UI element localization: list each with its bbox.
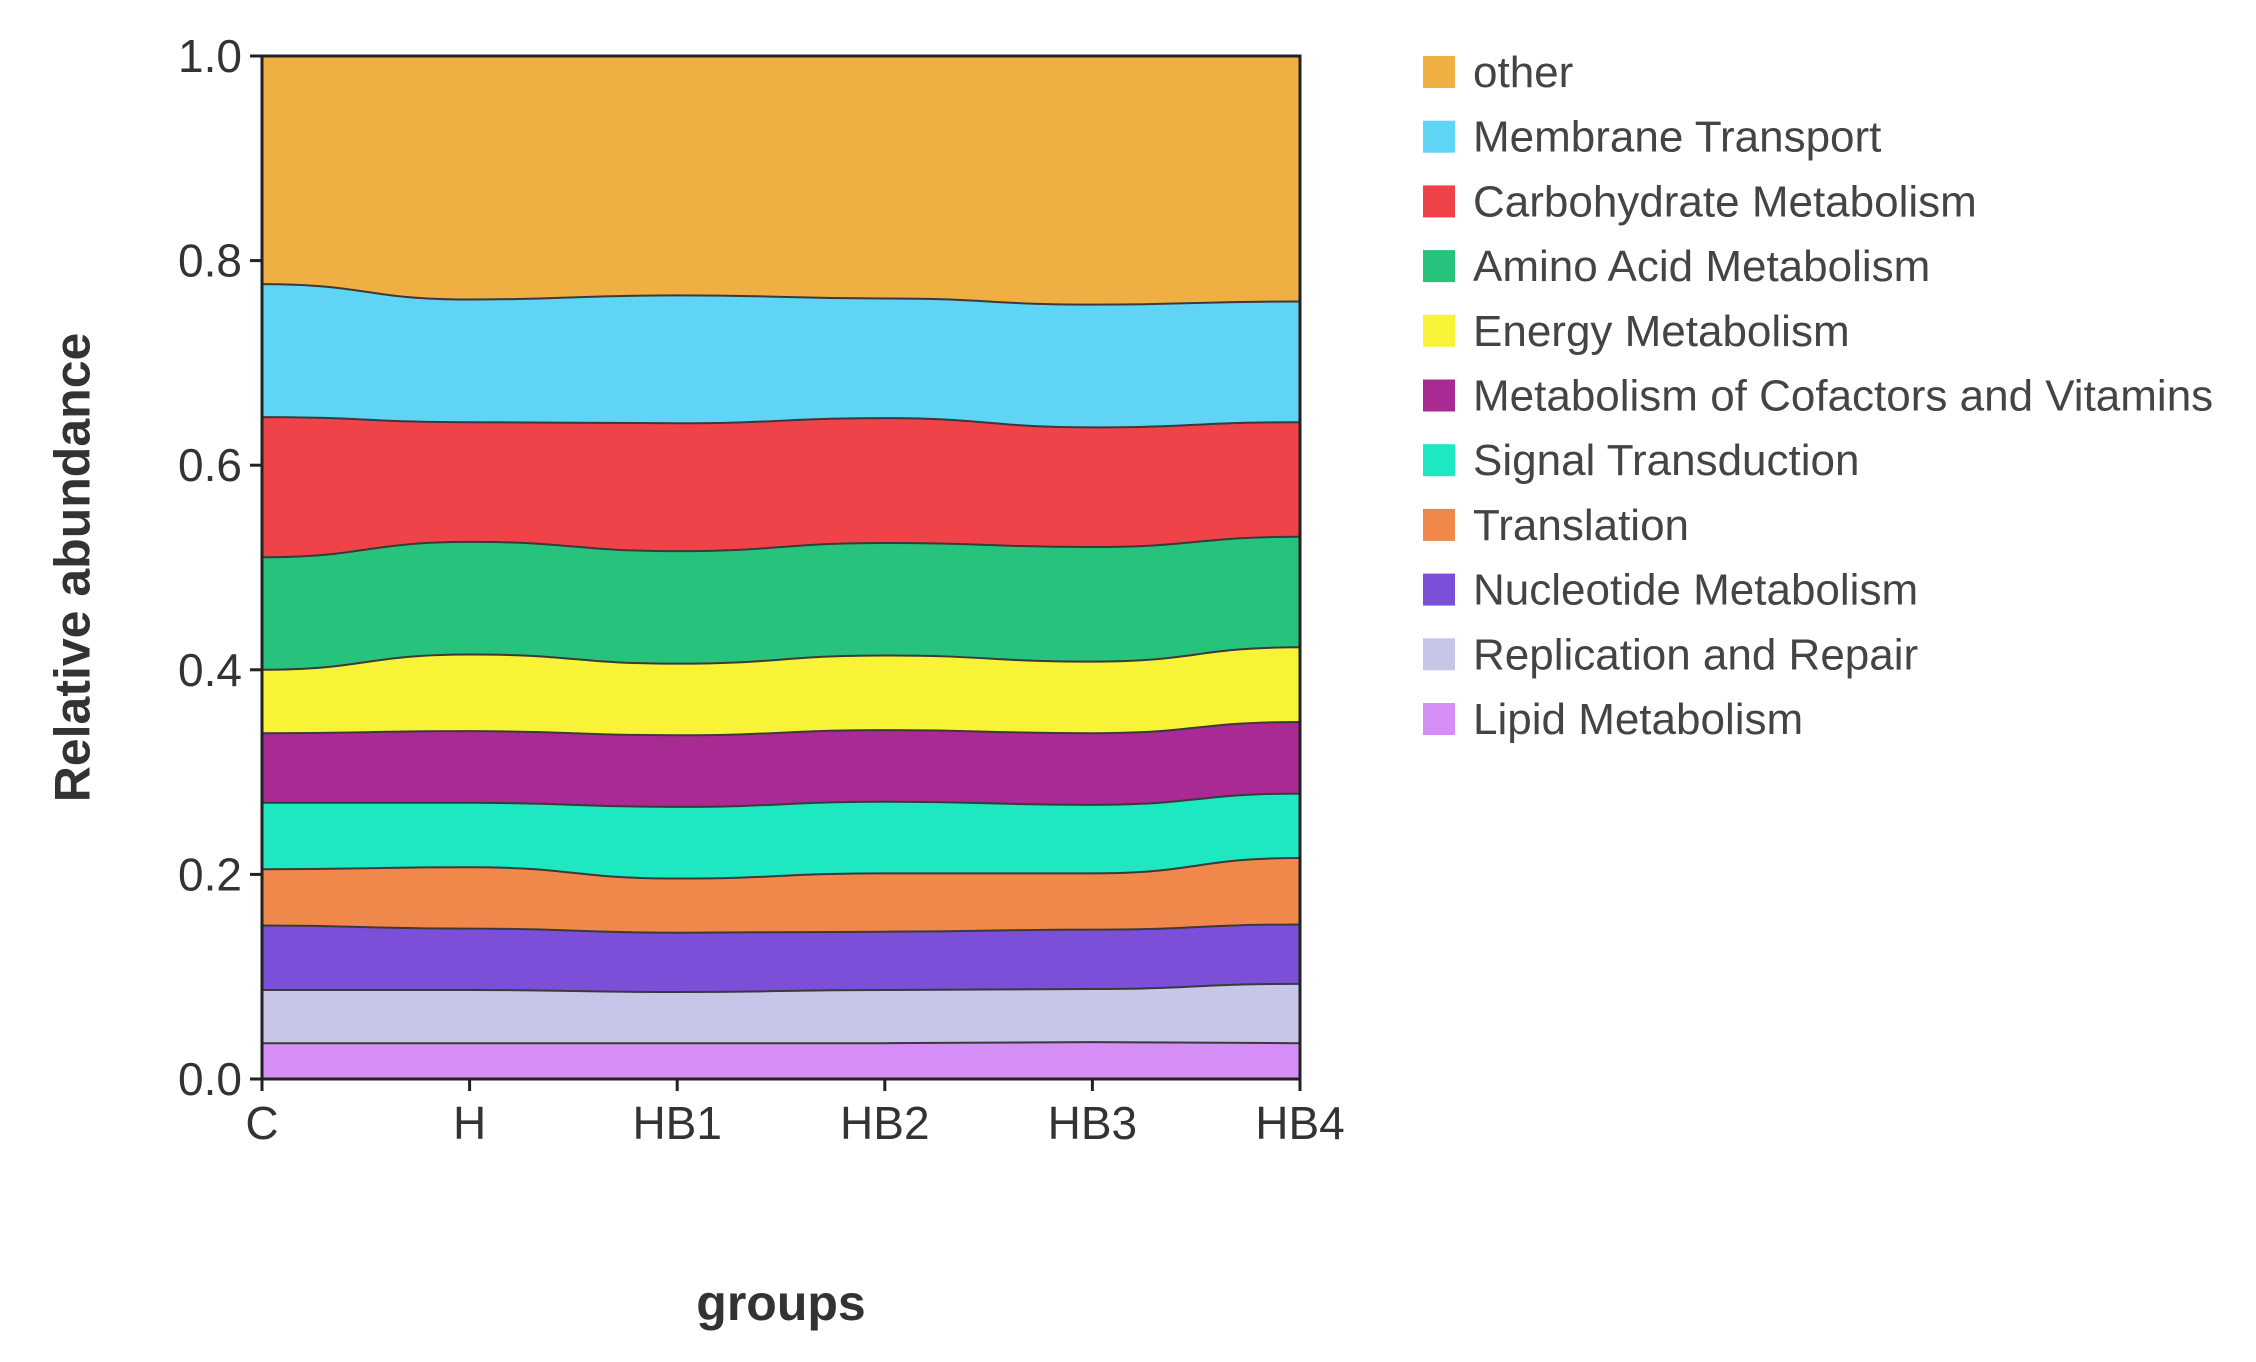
legend-label: Carbohydrate Metabolism bbox=[1473, 177, 1977, 226]
series-boundary-line bbox=[261, 923, 1301, 934]
legend-label: Metabolism of Cofactors and Vitamins bbox=[1473, 372, 2213, 421]
legend-item: Metabolism of Cofactors and Vitamins bbox=[1423, 372, 2213, 421]
y-tick-label: 0.4 bbox=[178, 644, 242, 696]
series-boundary-line bbox=[261, 646, 1301, 671]
legend-swatch bbox=[1423, 379, 1455, 412]
legend-swatch bbox=[1423, 444, 1455, 477]
y-tick-label: 0.0 bbox=[178, 1053, 242, 1105]
area-carbohydrate-metabolism bbox=[262, 417, 1300, 558]
series-boundary-line bbox=[261, 416, 1301, 429]
legend-label: other bbox=[1473, 48, 1573, 97]
legend-swatch bbox=[1423, 314, 1455, 347]
legend-swatch bbox=[1423, 508, 1455, 541]
plot-frame bbox=[260, 54, 1302, 1081]
x-tick-label: HB3 bbox=[1048, 1097, 1137, 1149]
legend-item: other bbox=[1423, 48, 1573, 97]
legend-swatch bbox=[1423, 120, 1455, 153]
legend-label: Amino Acid Metabolism bbox=[1473, 242, 1930, 291]
x-tick-label: HB4 bbox=[1255, 1097, 1344, 1149]
series-boundary-line bbox=[262, 792, 1301, 808]
legend-item: Amino Acid Metabolism bbox=[1423, 242, 1930, 291]
legend-item: Signal Transduction bbox=[1423, 436, 1859, 485]
legend-item: Lipid Metabolism bbox=[1423, 695, 1803, 744]
legend-item: Carbohydrate Metabolism bbox=[1423, 177, 1977, 226]
series-boundary-line bbox=[261, 283, 1301, 306]
series-boundary-line bbox=[262, 1041, 1301, 1045]
legend-swatch bbox=[1423, 250, 1455, 283]
legend-label: Membrane Transport bbox=[1473, 113, 1881, 162]
legend-item: Membrane Transport bbox=[1423, 113, 1881, 162]
legend-label: Energy Metabolism bbox=[1473, 307, 1850, 356]
legend-item: Translation bbox=[1423, 501, 1689, 550]
area-lipid-metabolism bbox=[262, 1042, 1300, 1079]
legend-label: Replication and Repair bbox=[1473, 630, 1918, 679]
legend-item: Replication and Repair bbox=[1423, 630, 1918, 679]
area-signal-transduction bbox=[262, 793, 1300, 879]
legend-swatch bbox=[1423, 56, 1455, 88]
legend-label: Signal Transduction bbox=[1473, 436, 1859, 485]
area-metabolism-of-cofactors-and-vitamins bbox=[262, 721, 1300, 807]
area-other bbox=[262, 56, 1300, 305]
area-amino-acid-metabolism bbox=[262, 536, 1300, 670]
series-boundary-line bbox=[262, 982, 1301, 994]
legend-item: Energy Metabolism bbox=[1423, 307, 1850, 356]
area-replication-and-repair bbox=[262, 983, 1300, 1044]
y-axis-title: Relative abundance bbox=[45, 333, 101, 803]
y-tick-label: 1.0 bbox=[178, 30, 242, 82]
y-tick-label: 0.6 bbox=[178, 439, 242, 491]
legend-swatch bbox=[1423, 638, 1455, 671]
area-energy-metabolism bbox=[262, 647, 1300, 736]
x-tick-label: HB1 bbox=[632, 1097, 721, 1149]
x-tick-label: C bbox=[245, 1097, 278, 1149]
y-tick-label: 0.8 bbox=[178, 235, 242, 287]
legend-label: Nucleotide Metabolism bbox=[1473, 566, 1918, 615]
area-membrane-transport bbox=[262, 284, 1300, 428]
x-axis-title: groups bbox=[696, 1275, 865, 1331]
legend: other Membrane Transport Carbohydrate Meta… bbox=[1423, 48, 2213, 744]
y-tick-label: 0.2 bbox=[178, 848, 242, 900]
series-boundary-line bbox=[261, 535, 1301, 559]
legend-item: Nucleotide Metabolism bbox=[1423, 566, 1918, 615]
axes: 0.0 0.2 0.4 0.6 0.8 1.0 C H HB1 HB2 HB3 HB4 bbox=[178, 30, 1345, 1149]
legend-label: Translation bbox=[1473, 501, 1689, 550]
series-boundary-line bbox=[261, 857, 1301, 880]
legend-swatch bbox=[1423, 703, 1455, 735]
x-tick-label: HB2 bbox=[840, 1097, 929, 1149]
legend-swatch bbox=[1423, 573, 1455, 606]
x-tick-label: H bbox=[453, 1097, 486, 1149]
area-layers bbox=[261, 56, 1301, 1079]
legend-swatch bbox=[1423, 185, 1455, 218]
legend-label: Lipid Metabolism bbox=[1473, 695, 1803, 744]
area-translation bbox=[262, 858, 1300, 933]
area-nucleotide-metabolism bbox=[262, 924, 1300, 993]
series-boundary-line bbox=[261, 720, 1301, 737]
